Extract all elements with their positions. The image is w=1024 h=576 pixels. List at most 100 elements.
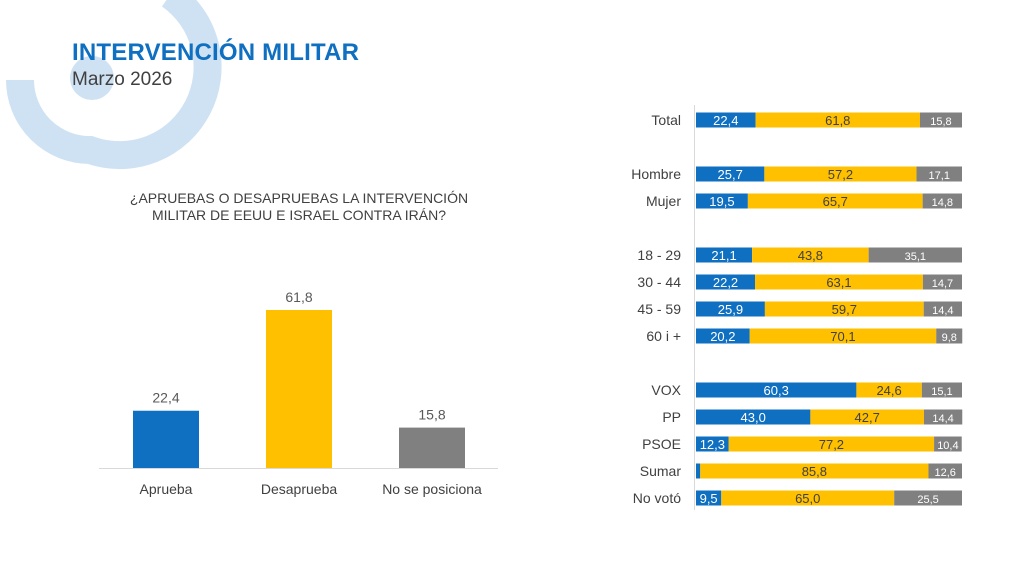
row-no-vot--segment-disapprove — [721, 490, 895, 506]
segment-value-label: 22,4 — [713, 113, 738, 128]
question-line-1: ¿APRUEBAS O DESAPRUEBAS LA INTERVENCIÓN — [129, 190, 469, 206]
bar-desaprueba — [266, 310, 332, 468]
row-30-44-label: 30 - 44 — [637, 274, 681, 290]
row-45-59-label: 45 - 59 — [637, 301, 681, 317]
segment-value-label: 9,5 — [700, 491, 718, 506]
segment-value-label: 65,0 — [795, 491, 820, 506]
row-vox-segment-disapprove — [856, 382, 922, 398]
row-30-44-segment-no-position — [922, 274, 962, 290]
row-total-label: Total — [651, 112, 681, 128]
row-psoe-label: PSOE — [642, 436, 681, 452]
row-vox-segment-no-position — [921, 382, 962, 398]
row-60-i--segment-disapprove — [749, 328, 937, 344]
row-no-vot--segment-approve — [696, 490, 722, 506]
segment-value-label: 77,2 — [819, 437, 844, 452]
segment-value-label: 15,8 — [930, 116, 951, 128]
segment-value-label: 63,1 — [826, 275, 851, 290]
bar-no-se-posiciona — [399, 427, 465, 468]
row-mujer-segment-no-position — [922, 193, 962, 209]
segment-value-label: 12,6 — [935, 467, 956, 479]
question-line-2: MILITAR DE EEUU E ISRAEL CONTRA IRÁN? — [151, 207, 447, 223]
segment-value-label: 25,7 — [718, 167, 743, 182]
segment-value-label: 59,7 — [832, 302, 857, 317]
row-mujer-label: Mujer — [646, 193, 681, 209]
segment-value-label: 14,8 — [932, 197, 953, 209]
segment-value-label: 42,7 — [855, 410, 880, 425]
segment-value-label: 65,7 — [823, 194, 848, 209]
row-psoe-segment-approve — [696, 436, 729, 452]
row-total-segment-disapprove — [755, 112, 920, 128]
page-title: INTERVENCIÓN MILITAR — [72, 39, 360, 66]
row-sumar-segment-disapprove — [700, 463, 929, 479]
row-sumar-label: Sumar — [640, 463, 682, 479]
segment-value-label: 19,5 — [709, 194, 734, 209]
row-sumar-segment-no-position — [928, 463, 962, 479]
category-label: Desaprueba — [261, 481, 337, 497]
segment-value-label: 17,1 — [929, 170, 950, 182]
row-18-29-segment-disapprove — [752, 247, 869, 263]
row-60-i--label: 60 i + — [646, 328, 681, 344]
row-no-vot--segment-no-position — [894, 490, 962, 506]
category-label: Aprueba — [140, 481, 193, 497]
row-psoe-segment-disapprove — [728, 436, 935, 452]
data-label: 61,8 — [285, 289, 312, 305]
row-psoe-segment-no-position — [934, 436, 962, 452]
spiral-arc — [6, 0, 222, 170]
segment-value-label: 60,3 — [764, 383, 789, 398]
row-sumar-segment-approve — [696, 463, 701, 479]
category-label: No se posiciona — [382, 481, 482, 497]
segment-value-label: 43,8 — [798, 248, 823, 263]
approval-bar-chart: 22,4 Aprueba 61,8 Desaprueba 15,8 No se posic… — [99, 289, 498, 497]
segment-value-label: 25,5 — [917, 494, 938, 506]
segment-value-label: 12,3 — [700, 437, 725, 452]
segment-value-label: 20,2 — [710, 329, 735, 344]
segment-value-label: 22,2 — [713, 275, 738, 290]
segment-value-label: 14,4 — [932, 413, 953, 425]
segment-value-label: 24,6 — [876, 383, 901, 398]
segment-value-label: 61,8 — [825, 113, 850, 128]
row-30-44-segment-approve — [696, 274, 756, 290]
row-pp-segment-approve — [696, 409, 811, 425]
page-subtitle: Marzo 2026 — [72, 69, 173, 90]
row-45-59-segment-disapprove — [764, 301, 924, 317]
segment-value-label: 9,8 — [942, 332, 957, 344]
row-pp-segment-disapprove — [810, 409, 924, 425]
row-30-44-segment-disapprove — [755, 274, 923, 290]
row-18-29-label: 18 - 29 — [637, 247, 681, 263]
row-hombre-segment-disapprove — [764, 166, 917, 182]
row-vox-segment-approve — [696, 382, 857, 398]
data-label: 15,8 — [418, 407, 445, 423]
row-hombre-label: Hombre — [631, 166, 681, 182]
spiral-center — [70, 56, 114, 100]
segment-value-label: 25,9 — [718, 302, 743, 317]
segment-value-label: 14,4 — [932, 305, 953, 317]
segment-value-label: 14,7 — [932, 278, 953, 290]
segment-value-label: 10,4 — [937, 440, 958, 452]
bar-aprueba — [133, 410, 199, 468]
spiral-decoration — [6, 0, 222, 170]
row-vox-label: VOX — [651, 382, 681, 398]
row-no-vot--label: No votó — [633, 490, 681, 506]
segment-value-label: 43,0 — [741, 410, 766, 425]
data-label: 22,4 — [152, 390, 179, 406]
row-45-59-segment-no-position — [923, 301, 962, 317]
row-total-segment-no-position — [919, 112, 962, 128]
row-hombre-segment-no-position — [916, 166, 962, 182]
row-mujer-segment-disapprove — [747, 193, 923, 209]
row-60-i--segment-approve — [696, 328, 750, 344]
row-pp-label: PP — [662, 409, 681, 425]
segment-value-label: 70,1 — [830, 329, 855, 344]
chart-question: ¿APRUEBAS O DESAPRUEBAS LA INTERVENCIÓN … — [100, 190, 498, 224]
row-pp-segment-no-position — [923, 409, 963, 425]
row-hombre-segment-approve — [696, 166, 765, 182]
segment-value-label: 85,8 — [802, 464, 827, 479]
segment-value-label: 35,1 — [905, 251, 926, 263]
segment-value-label: 21,1 — [711, 248, 736, 263]
row-45-59-segment-approve — [696, 301, 765, 317]
row-18-29-segment-no-position — [868, 247, 962, 263]
row-18-29-segment-approve — [696, 247, 753, 263]
row-60-i--segment-no-position — [936, 328, 963, 344]
row-total-segment-approve — [696, 112, 756, 128]
row-mujer-segment-approve — [696, 193, 748, 209]
